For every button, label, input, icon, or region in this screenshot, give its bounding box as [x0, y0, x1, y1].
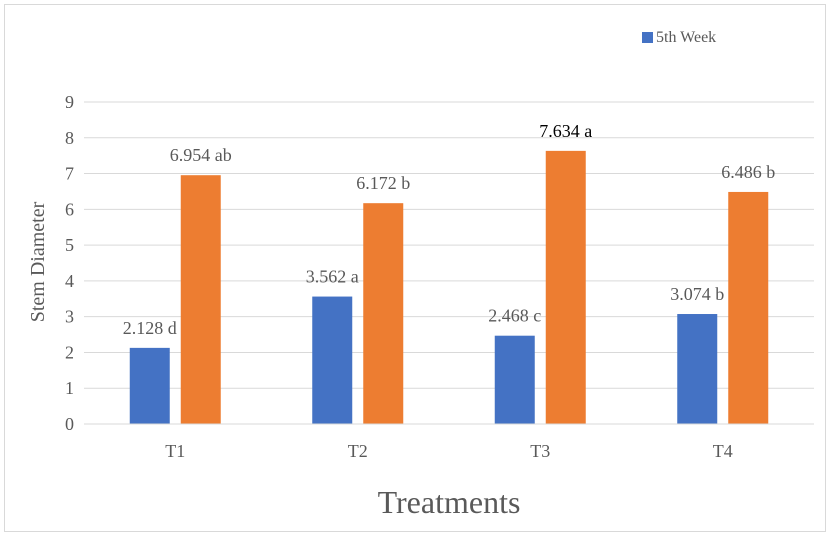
- legend-label-5th-week: 5th Week: [656, 29, 716, 46]
- x-axis-label: Treatments: [378, 484, 521, 520]
- data-label: 2.468 c: [488, 306, 541, 326]
- data-label: 3.562 a: [306, 267, 359, 287]
- y-axis-label: Stem Diameter: [27, 201, 49, 322]
- y-tick-label: 4: [65, 271, 74, 291]
- y-tick-label: 6: [65, 199, 74, 219]
- bar: [545, 150, 586, 425]
- legend: 5th Week: [642, 29, 716, 46]
- data-label: 6.486 b: [721, 162, 775, 182]
- x-axis-ticks: T1 T2 T3 T4: [165, 441, 733, 461]
- data-label: 6.172 b: [356, 173, 410, 193]
- y-tick-label: 9: [65, 92, 74, 112]
- y-tick-label: 8: [65, 128, 74, 148]
- bar: [728, 191, 769, 424]
- x-tick-label: T1: [165, 441, 185, 461]
- y-axis-ticks: 0 1 2 3 4 5 6 7 8 9: [65, 92, 74, 434]
- chart-frame: [4, 4, 826, 532]
- bar: [312, 296, 353, 424]
- x-tick-label: T3: [530, 441, 550, 461]
- y-tick-label: 0: [65, 414, 74, 434]
- data-labels: 2.128 d 6.954 ab 3.562 a 6.172 b 2.468 c 7.63…: [123, 121, 776, 338]
- y-tick-label: 7: [65, 164, 74, 184]
- bars: [129, 150, 769, 425]
- data-label: 7.634 a: [539, 121, 592, 141]
- data-label: 6.954 ab: [170, 145, 232, 165]
- data-label: 2.128 d: [123, 318, 177, 338]
- x-tick-label: T4: [713, 441, 733, 461]
- bar: [180, 175, 221, 424]
- y-tick-label: 2: [65, 342, 74, 362]
- y-tick-label: 1: [65, 378, 74, 398]
- y-tick-label: 5: [65, 235, 74, 255]
- data-label: 3.074 b: [670, 284, 724, 304]
- bar: [677, 314, 718, 424]
- legend-swatch-5th-week: [642, 32, 653, 43]
- bar: [363, 203, 404, 424]
- bar: [129, 347, 170, 424]
- y-tick-label: 3: [65, 307, 74, 327]
- bar: [494, 335, 535, 424]
- x-tick-label: T2: [348, 441, 368, 461]
